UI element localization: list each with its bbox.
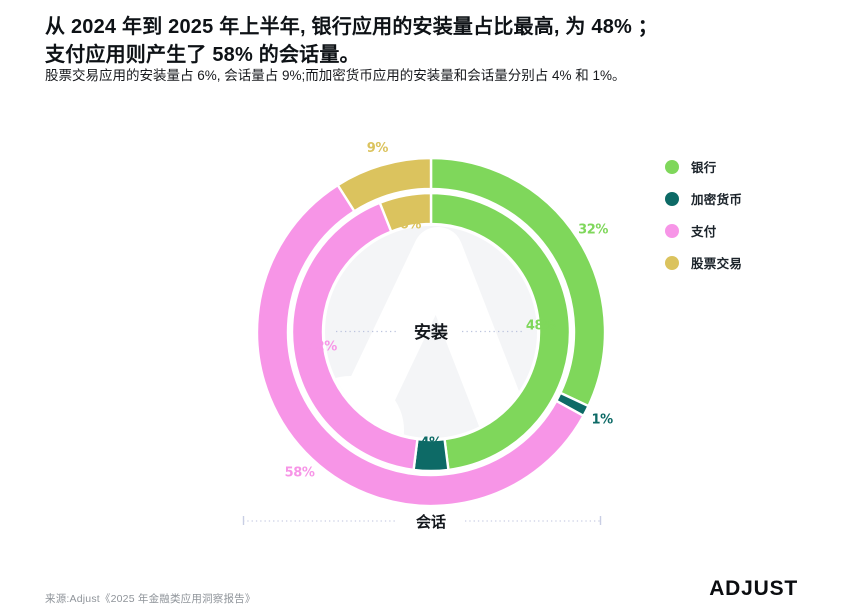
- legend-label-banking: 银行: [691, 161, 717, 175]
- subheadline: 股票交易应用的安装量占 6%, 会话量占 9%;而加密货币应用的安装量和会话量分…: [45, 68, 626, 83]
- legend-label-crypto: 加密货币: [691, 193, 743, 207]
- legend-item-stock-trading: 股票交易: [665, 253, 742, 272]
- legend-label-payments: 支付: [691, 225, 717, 239]
- outer-ring-value-banking: 32%: [578, 223, 608, 238]
- inner-ring-value-stock-trading: 6%: [400, 217, 422, 232]
- legend-swatch-banking: [665, 159, 679, 174]
- adjust-logo: ADJUST: [709, 577, 798, 600]
- outer-ring-value-stock-trading: 9%: [367, 141, 389, 156]
- legend-item-payments: 支付: [665, 221, 742, 240]
- outer-ring-value-crypto: 1%: [591, 413, 613, 428]
- outer-ring-title: 会话: [416, 513, 446, 531]
- outer-ring-segment-payments: [255, 183, 586, 508]
- headline: 从 2024 年到 2025 年上半年, 银行应用的安装量占比最高, 为 48%…: [45, 13, 765, 69]
- headline-line-1: 从 2024 年到 2025 年上半年, 银行应用的安装量占比最高, 为 48%…: [45, 16, 658, 38]
- legend-swatch-stock-trading: [665, 255, 679, 270]
- legend-swatch-payments: [665, 223, 679, 238]
- outer-ring-value-payments: 58%: [285, 466, 315, 481]
- inner-ring-segment-banking: [429, 191, 572, 472]
- inner-ring-segment-stock-trading: [378, 191, 433, 234]
- legend-label-stock-trading: 股票交易: [691, 257, 743, 271]
- outer-ring-segment-stock-trading: [336, 156, 433, 213]
- legend-item-banking: 银行: [665, 157, 742, 176]
- chart-legend: 银行加密货币支付股票交易: [665, 157, 742, 272]
- legend-item-crypto: 加密货币: [665, 189, 742, 208]
- inner-ring-title: 安装: [414, 322, 448, 343]
- inner-ring-segment-payments: [290, 201, 419, 472]
- source-attribution: 来源:Adjust《2025 年金融类应用洞察报告》: [45, 593, 256, 605]
- inner-ring-value-crypto: 4%: [420, 436, 442, 451]
- inner-ring-value-banking: 48%: [526, 319, 556, 334]
- inner-ring-value-payments: 42%: [307, 339, 337, 354]
- legend-swatch-crypto: [665, 191, 679, 206]
- headline-line-2: 支付应用则产生了 58% 的会话量。: [45, 44, 360, 66]
